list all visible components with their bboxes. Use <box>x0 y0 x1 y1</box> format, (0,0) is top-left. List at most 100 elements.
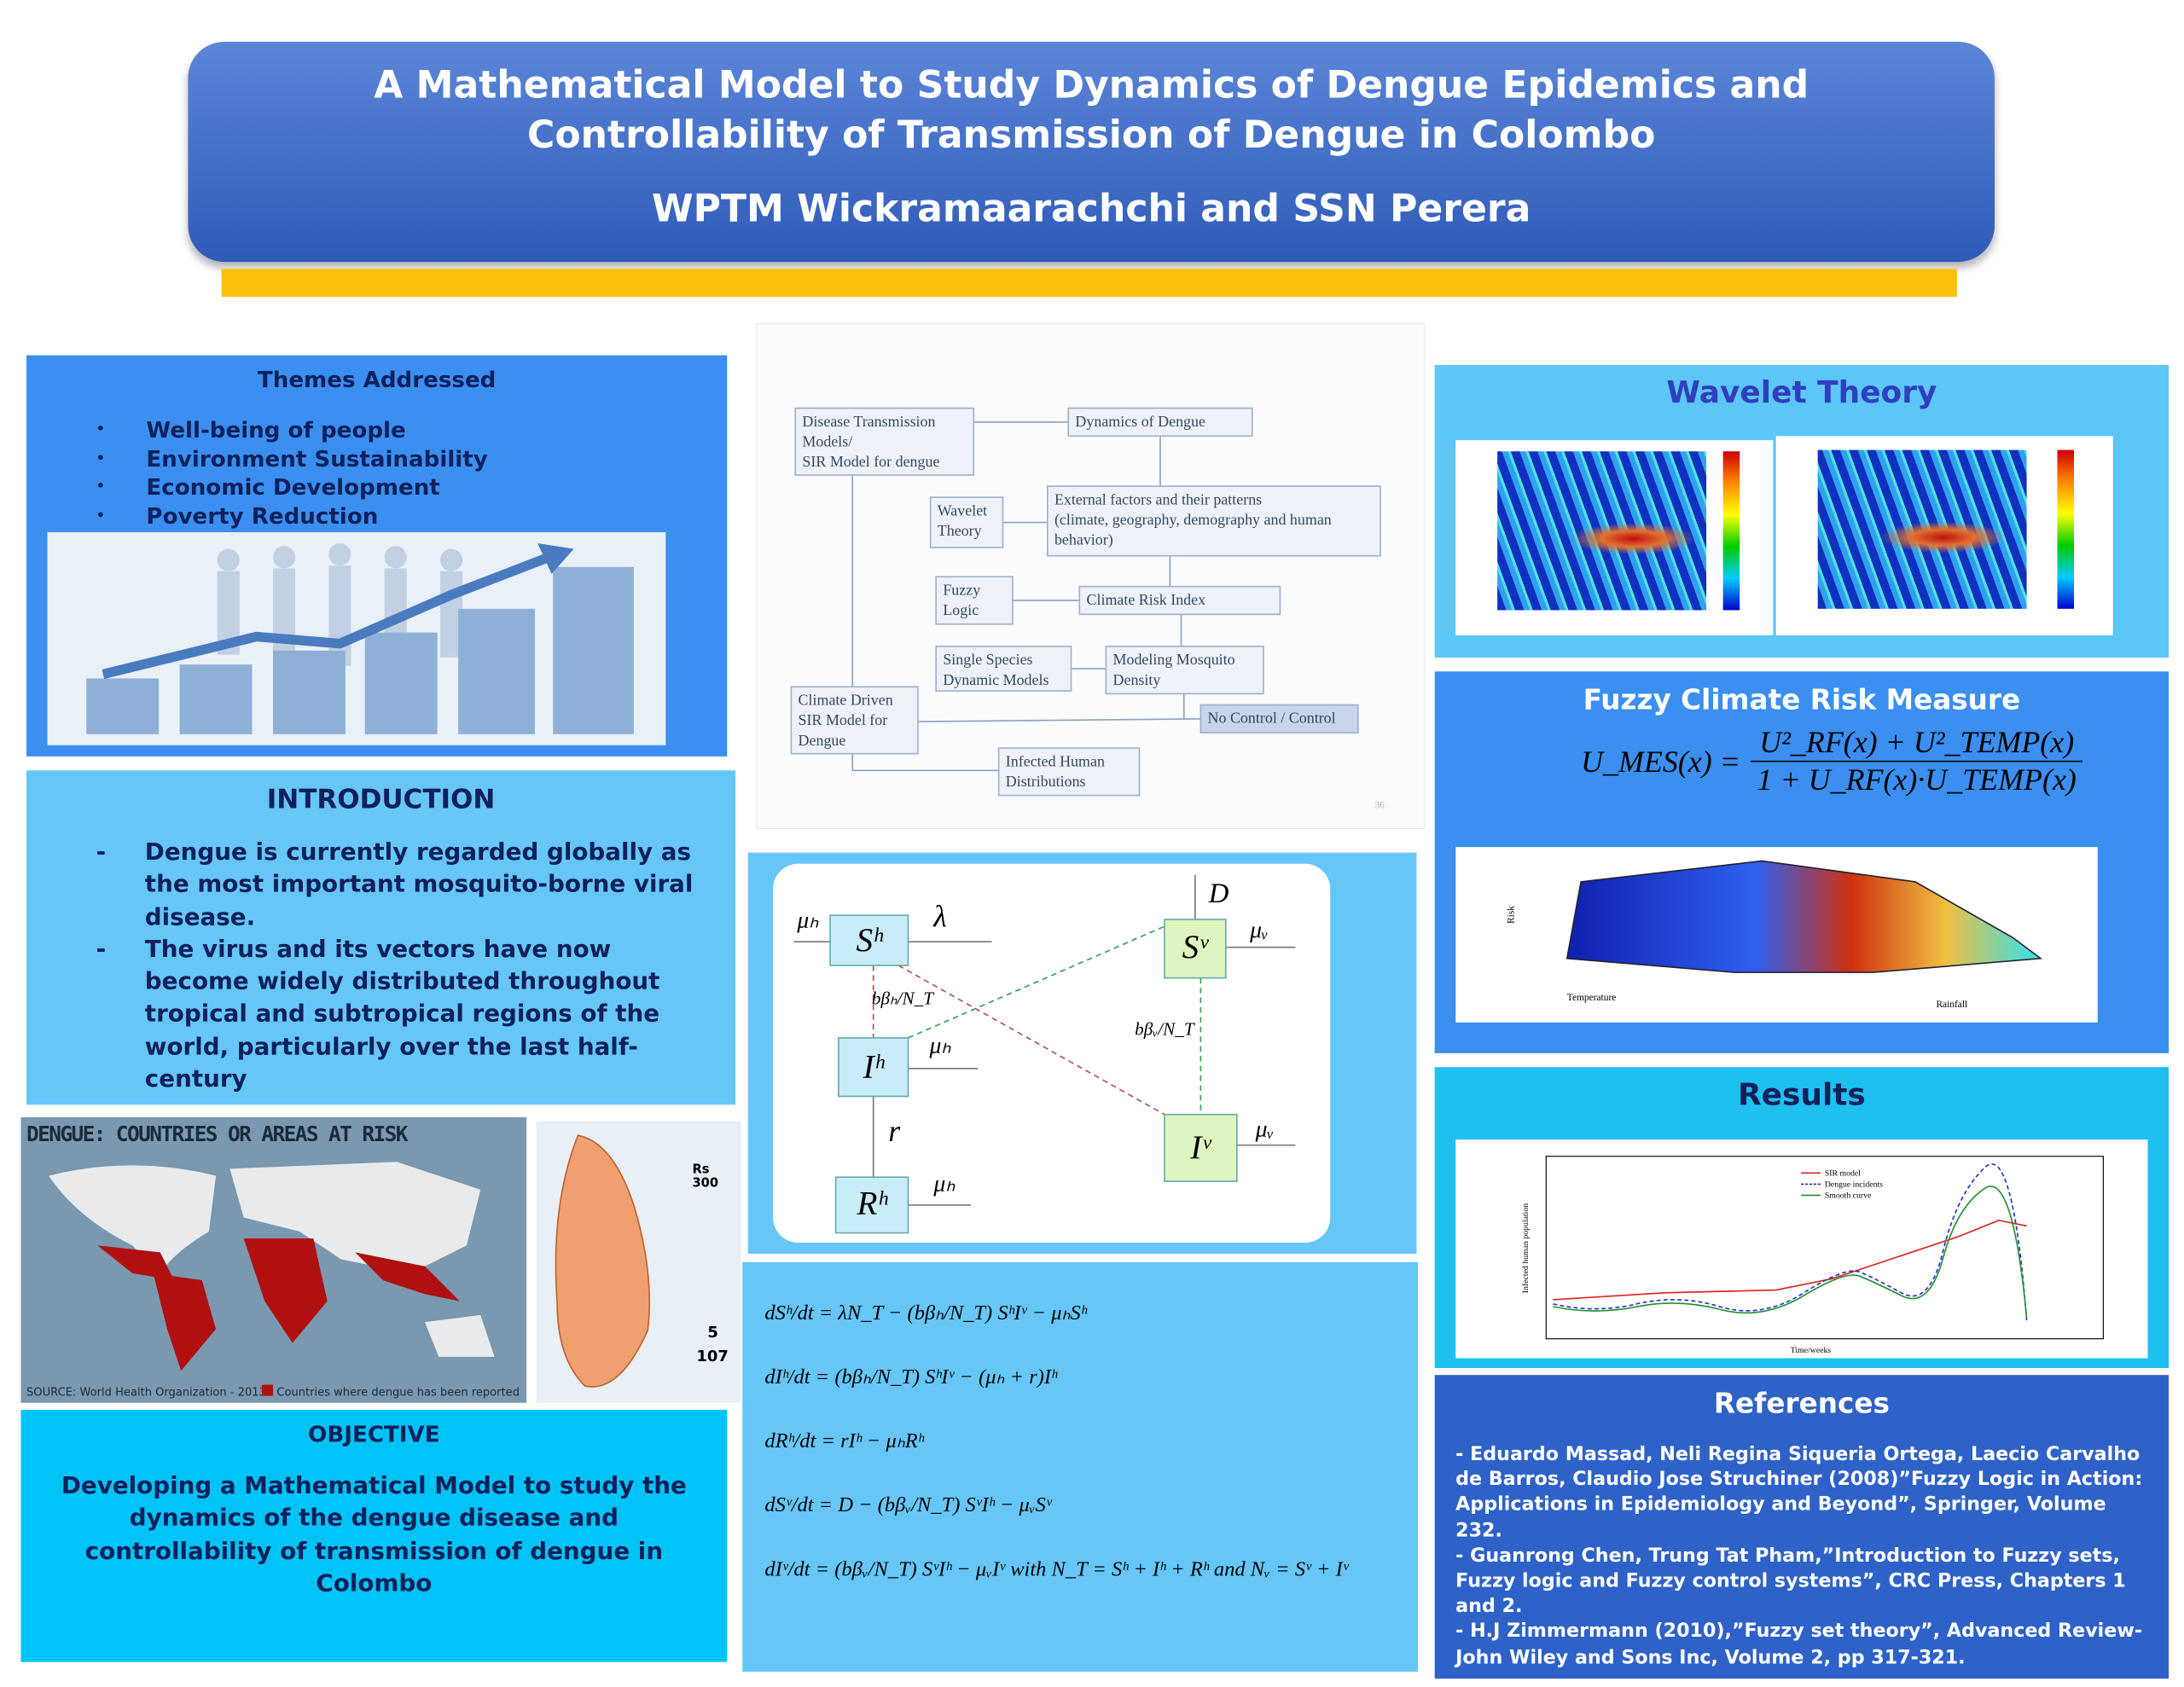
map-shapes <box>49 1162 495 1371</box>
shape <box>217 548 240 571</box>
results-plot: SIR model Dengue incidents Smooth curve … <box>1455 1139 2148 1359</box>
theme-text: Well-being of people <box>146 416 406 443</box>
model-diagram: Sʰ Iʰ Rʰ Sᵛ Iᵛ D λ r μₕ μₕ μₕ μᵥ μᵥ bβₕ/… <box>773 863 1331 1243</box>
legend-entry: Dengue incidents <box>1825 1180 1883 1190</box>
theme-item: • Well-being of people <box>96 416 488 445</box>
flow-node-label: SIR Model for dengue <box>802 453 939 470</box>
shape <box>555 1134 651 1388</box>
flow-node <box>935 646 1072 692</box>
shape <box>829 914 1238 1234</box>
count: 5 <box>707 1323 718 1342</box>
amount: 300 <box>692 1177 719 1191</box>
shape: • Well-being of people • Environment Sustai… <box>96 416 488 531</box>
equation: dRʰ/dt = rIʰ − μₕRʰ <box>764 1430 924 1453</box>
shape <box>364 632 438 734</box>
flow-node-label: Disease Transmission <box>802 413 935 430</box>
flow-node <box>929 496 1004 548</box>
bullet: • <box>96 479 106 496</box>
flow-node-label: Distributions <box>1006 773 1086 790</box>
shape <box>1553 1163 2028 1321</box>
equation: dIᵛ/dt = (bβᵥ/N_T) SᵛIʰ − μᵥIᵛ with N_T … <box>764 1558 1349 1581</box>
shape <box>553 566 634 734</box>
equation: dSᵛ/dt = D − (bβᵥ/N_T) SᵛIʰ − μᵥSᵛ <box>764 1494 1052 1517</box>
wavelet-image <box>1775 436 2113 635</box>
rate-label: μᵥ <box>1255 1116 1275 1143</box>
legend-entry: SIR model <box>1825 1169 1861 1179</box>
header-banner: A Mathematical Model to Study Dynamics o… <box>188 42 1995 263</box>
flow-node <box>1199 704 1359 733</box>
formula: U_MES(x) = U²_RF(x) + U²_TEMP(x) 1 + U_R… <box>1581 724 2082 798</box>
rate-label: bβₕ/N_T <box>872 988 935 1009</box>
flow-node-label: (climate, geography, demography and huma… <box>1054 511 1332 529</box>
rate-label: D <box>1208 878 1229 909</box>
intro-text: Dengue is currently regarded globally as… <box>144 838 694 932</box>
denominator: 1 + U_RF(x)·U_TEMP(x) <box>1757 762 2077 797</box>
equation: dSʰ/dt = λN_T − (bβₕ/N_T) SʰIᵛ − μₕSʰ <box>764 1302 1087 1325</box>
flow-node-label: Models/ <box>802 433 852 450</box>
fuzzy-panel: Fuzzy Climate Risk Measure U_MES(x) = U²… <box>1434 671 2169 1053</box>
theme-text: Economic Development <box>146 474 440 501</box>
node-label: Sʰ <box>856 922 884 959</box>
shape <box>355 1252 460 1301</box>
shape <box>273 546 296 569</box>
flow-node-label: Climate Driven <box>799 691 893 708</box>
shape <box>424 1314 495 1357</box>
results-panel: Results SIR model Dengue incidents Smoot… <box>1434 1067 2169 1368</box>
flow-node-label: SIR Model for <box>799 711 888 728</box>
world-map: DENGUE: COUNTRIES OR AREAS AT RISK SOURC… <box>20 1116 527 1403</box>
node-label: Sᵛ <box>1182 929 1210 965</box>
theme-text: Poverty Reduction <box>146 502 379 530</box>
illustration <box>47 531 666 745</box>
shape <box>86 566 634 734</box>
surface-plot: Risk Temperature Rainfall <box>1455 847 2098 1023</box>
heading: Themes Addressed <box>257 366 497 393</box>
shape <box>908 925 1165 1039</box>
formula-lhs: U_MES(x) = <box>1581 743 1740 779</box>
price: Rs 300 <box>692 1163 718 1191</box>
title-line: Controllability of Transmission of Dengu… <box>526 113 1656 158</box>
heading: OBJECTIVE <box>308 1421 440 1448</box>
objective-text: Developing a Mathematical Model to study… <box>61 1472 687 1598</box>
y-axis-label: Infected human population <box>1521 1203 1531 1294</box>
legend-entry: Smooth curve <box>1825 1191 1872 1201</box>
shape <box>261 1384 273 1396</box>
flow-node-label: Wavelet <box>938 501 987 519</box>
flow-node-label: Dynamics of Dengue <box>1075 413 1205 430</box>
fraction: U²_RF(x) + U²_TEMP(x) 1 + U_RF(x)·U_TEMP… <box>1751 724 2082 798</box>
heading: Fuzzy Climate Risk Measure <box>1583 682 2021 716</box>
shape: SIR model Dengue incidents Smooth curve … <box>1521 1169 1883 1355</box>
flow-node-label: Climate Risk Index <box>1087 591 1206 608</box>
currency: Rs <box>692 1162 710 1178</box>
shape <box>458 608 535 734</box>
flow-node-label: behavior) <box>1054 531 1113 549</box>
node-label: Rʰ <box>857 1186 889 1222</box>
axis-label: Rainfall <box>1936 1000 1967 1010</box>
shape <box>273 650 346 734</box>
flow-node-label: Fuzzy <box>943 581 980 598</box>
count: 107 <box>696 1347 729 1365</box>
flow-node <box>997 747 1141 797</box>
equations-panel: dSʰ/dt = λN_T − (bβₕ/N_T) SʰIᵛ − μₕSʰ dIʰ… <box>742 1261 1419 1673</box>
theme-item: • Poverty Reduction <box>96 503 488 532</box>
shape <box>86 678 160 734</box>
node-label: Iᵛ <box>1189 1129 1211 1166</box>
heading: Wavelet Theory <box>1666 376 1937 411</box>
flow-node <box>1105 646 1264 695</box>
shape <box>851 421 1201 772</box>
flow-node-label: No Control / Control <box>1208 710 1336 727</box>
shape <box>49 1165 217 1273</box>
dash: - <box>96 838 107 867</box>
heading: References <box>1713 1386 1890 1420</box>
shape <box>838 1037 909 1098</box>
axis-label: Temperature <box>1567 993 1617 1003</box>
shape <box>872 925 1202 1116</box>
shape <box>1497 451 1707 611</box>
rate-label: μₕ <box>932 1170 956 1197</box>
heading: INTRODUCTION <box>266 784 496 815</box>
shape <box>2057 449 2075 609</box>
rate-label: bβᵥ/N_T <box>1135 1019 1196 1040</box>
shape: Sʰ Iʰ Rʰ Sᵛ Iᵛ D λ r μₕ μₕ μₕ μᵥ μᵥ bβₕ/… <box>796 878 1274 1222</box>
shape: - Dengue is currently regarded globally a… <box>96 838 723 1097</box>
shape <box>273 568 296 666</box>
